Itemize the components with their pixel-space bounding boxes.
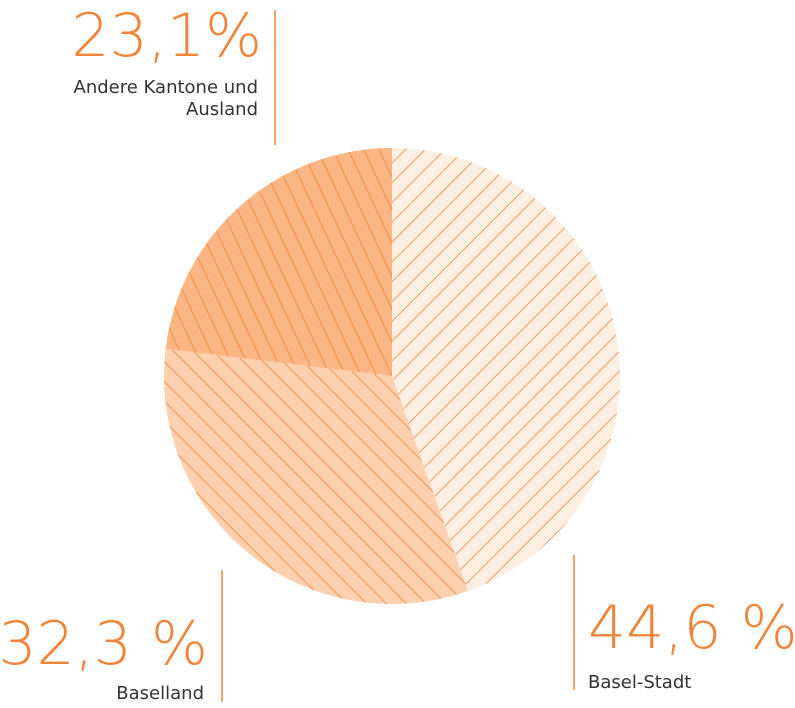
- category-label: Baselland: [116, 683, 204, 704]
- category-label: Andere Kantone und Ausland: [73, 77, 258, 120]
- category-label: Basel-Stadt: [588, 672, 692, 693]
- value-label: 23,1%: [71, 1, 262, 71]
- value-label: 44,6 %: [588, 593, 795, 663]
- pie-slice: [165, 148, 392, 376]
- pie-slice: [163, 348, 468, 604]
- pie-slice: [392, 148, 620, 592]
- value-label: 32,3 %: [0, 609, 208, 679]
